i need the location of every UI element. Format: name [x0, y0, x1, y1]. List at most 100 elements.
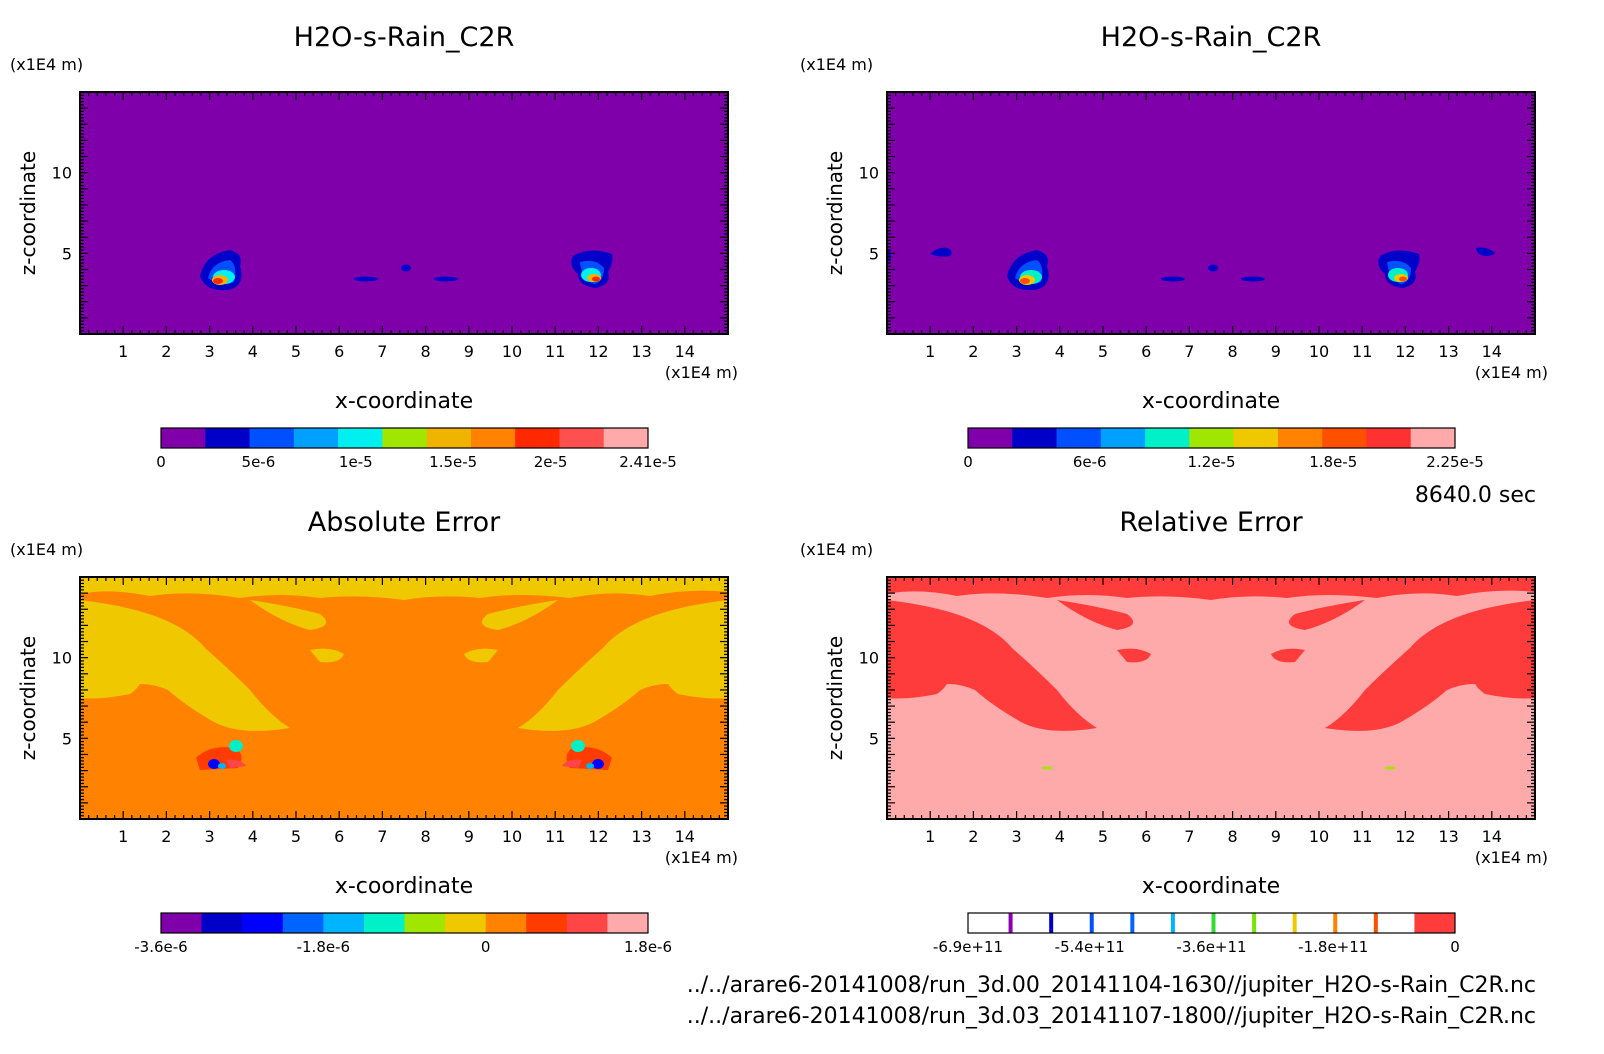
x-tick-label: 14 — [675, 342, 695, 361]
panel-bottom-left: Absolute Error (x1E4 m) — [10, 507, 738, 956]
colorbar-mark — [1049, 913, 1054, 933]
y-tick-label: 5 — [62, 244, 72, 263]
cloud-feature-right — [1378, 250, 1420, 288]
colorbar-swatch — [338, 428, 383, 448]
yellow-regions — [80, 577, 728, 731]
colorbar-label: -1.8e+11 — [1298, 938, 1368, 956]
x-axis-label: x-coordinate — [335, 389, 473, 414]
plot-field — [887, 92, 1535, 334]
colorbar-label: -1.8e-6 — [297, 938, 350, 956]
y-tick-label: 10 — [52, 649, 72, 668]
x-tick-label: 14 — [675, 827, 695, 846]
y-unit-label: (x1E4 m) — [10, 540, 83, 559]
x-unit-label: (x1E4 m) — [1475, 363, 1548, 382]
colorbar-frame — [967, 427, 1456, 449]
x-tick-label: 8 — [1228, 827, 1238, 846]
x-tick-label: 9 — [464, 827, 474, 846]
x-tick-label: 9 — [1271, 342, 1281, 361]
x-tick-label: 1 — [925, 342, 935, 361]
colorbar-swatch — [566, 913, 608, 933]
x-unit-label: (x1E4 m) — [1475, 848, 1548, 867]
y-unit-label: (x1E4 m) — [800, 540, 873, 559]
x-tick-label: 9 — [1271, 827, 1281, 846]
x-tick-label: 12 — [588, 827, 608, 846]
colorbar-frame — [967, 912, 1456, 934]
y-tick-label: 5 — [869, 244, 879, 263]
x-tick-label: 11 — [1352, 342, 1372, 361]
x-tick-label: 11 — [545, 342, 565, 361]
field-background — [80, 92, 728, 334]
cloud-feature-left — [200, 250, 242, 291]
colorbar-swatch — [1292, 913, 1334, 933]
x-tick-label: 13 — [1438, 342, 1458, 361]
colorbar-label: 1.2e-5 — [1187, 453, 1235, 471]
colorbar-swatch — [515, 428, 560, 448]
small-feature — [1384, 766, 1396, 770]
x-tick-label: 14 — [1482, 827, 1502, 846]
small-feature — [1161, 276, 1185, 282]
colorbar-swatch — [526, 913, 568, 933]
y-axis-label: z-coordinate — [823, 151, 847, 275]
x-tick-label: 3 — [205, 342, 215, 361]
field-background — [887, 577, 1535, 819]
colorbar-label: 0 — [1450, 938, 1460, 956]
colorbar-frame — [160, 912, 649, 934]
colorbar-swatch — [559, 428, 605, 448]
x-tick-label: 8 — [421, 342, 431, 361]
colorbar-swatch — [1089, 913, 1131, 933]
colorbar-swatch — [249, 428, 295, 448]
x-tick-label: 12 — [588, 342, 608, 361]
y-unit-label: (x1E4 m) — [800, 55, 873, 74]
x-tick-label: 7 — [1184, 827, 1194, 846]
colorbar-label: 0 — [481, 938, 491, 956]
colorbar-swatch — [161, 428, 206, 448]
cloud-feature-left — [1007, 250, 1049, 291]
small-feature — [1476, 247, 1495, 256]
x-tick-label: 14 — [1482, 342, 1502, 361]
plot-frame — [886, 576, 1536, 820]
y-axis-label: z-coordinate — [16, 636, 40, 760]
panel-title: Relative Error — [1119, 507, 1303, 538]
colorbar-swatch — [205, 428, 251, 448]
x-tick-label: 2 — [161, 827, 171, 846]
x-tick-label: 10 — [1309, 827, 1329, 846]
colorbar-swatch — [603, 428, 649, 448]
y-tick-label: 5 — [869, 729, 879, 748]
x-tick-label: 7 — [1184, 342, 1194, 361]
colorbar-swatch — [1145, 428, 1190, 448]
small-feature — [354, 276, 378, 282]
y-axis-label: z-coordinate — [16, 151, 40, 275]
colorbar-label: 2e-5 — [534, 453, 568, 471]
colorbar-swatch — [161, 913, 203, 933]
colorbar-mark — [1211, 913, 1216, 933]
colorbar-swatch — [1100, 428, 1146, 448]
x-tick-label: 5 — [1098, 827, 1108, 846]
plot-field — [887, 577, 1535, 819]
colorbar-swatch — [1366, 428, 1412, 448]
small-feature — [1041, 766, 1053, 770]
small-feature — [434, 276, 458, 282]
x-tick-label: 4 — [1055, 342, 1065, 361]
colorbar-label: 1.8e-5 — [1309, 453, 1357, 471]
x-tick-label: 3 — [1012, 342, 1022, 361]
x-tick-label: 13 — [631, 827, 651, 846]
plot-frame — [79, 576, 729, 820]
colorbar-label: 6e-6 — [1073, 453, 1107, 471]
colorbar-label: 2.25e-5 — [1426, 453, 1484, 471]
colorbar-swatch — [1056, 428, 1102, 448]
x-tick-label: 7 — [377, 342, 387, 361]
colorbar-swatch — [363, 913, 405, 933]
time-label: 8640.0 sec — [1415, 483, 1536, 508]
colorbar-swatch — [445, 913, 487, 933]
colorbar-swatch — [1252, 913, 1294, 933]
error-feature-left — [196, 740, 246, 770]
y-tick-label: 5 — [62, 729, 72, 748]
colorbar-label: 0 — [156, 453, 166, 471]
x-tick-label: 12 — [1395, 827, 1415, 846]
y-tick-label: 10 — [859, 649, 879, 668]
colorbar-swatch — [1189, 428, 1235, 448]
